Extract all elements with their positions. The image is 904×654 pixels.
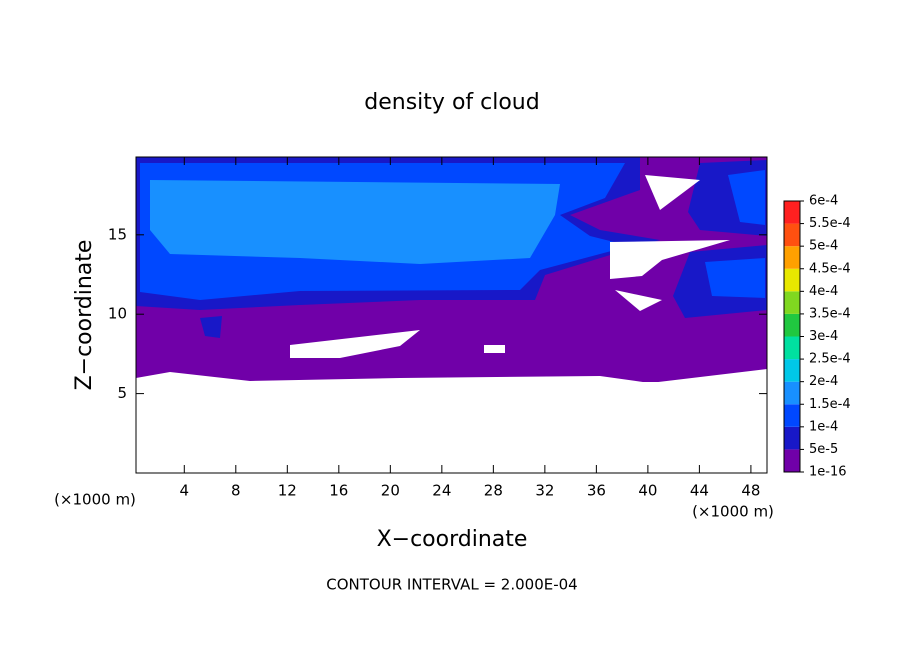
no-data-region [610, 240, 730, 279]
colorbar-label: 5.5e-4 [809, 216, 851, 231]
colorbar-label: 2.5e-4 [809, 352, 851, 367]
colorbar-band [784, 359, 800, 382]
x-tick-label: 16 [329, 482, 348, 500]
x-tick-label: 20 [381, 482, 400, 500]
no-data-region [136, 369, 767, 473]
colorbar-label: 6e-4 [809, 194, 838, 209]
colorbar-band [784, 426, 800, 450]
x-tick-label: 12 [278, 482, 297, 500]
chart-title: density of cloud [364, 90, 539, 115]
x-tick-label: 36 [587, 482, 606, 500]
plot-frame [135, 156, 768, 474]
y-axis-label: Z−coordinate [72, 240, 97, 391]
contour-region [728, 170, 765, 225]
x-tick-label: 40 [638, 482, 657, 500]
x-unit-label: (×1000 m) [692, 503, 774, 521]
colorbar-band [784, 381, 800, 405]
colorbar-label: 4.5e-4 [809, 261, 851, 276]
colorbar-label: 3.5e-4 [809, 306, 851, 321]
annotation: CONTOUR INTERVAL = 2.000E-04 [326, 576, 577, 594]
colorbar-band [784, 449, 800, 472]
colorbar-label: 5e-4 [809, 239, 838, 254]
contour-region [150, 180, 560, 264]
y-tick-label: 5 [117, 384, 127, 402]
x-tick-label: 48 [741, 482, 760, 500]
colorbar-label: 2e-4 [809, 374, 838, 389]
colorbar-band [784, 268, 800, 292]
x-tick-label: 24 [432, 482, 451, 500]
colorbar-band [784, 313, 800, 337]
colorbar-label: 1e-16 [809, 465, 847, 480]
no-data-region [290, 330, 420, 358]
contour-region [705, 258, 765, 298]
no-data-region [484, 345, 505, 353]
x-tick-label: 4 [180, 482, 190, 500]
colorbar-band [784, 201, 800, 224]
contour-field [136, 157, 767, 473]
colorbar-label: 5e-5 [809, 442, 838, 457]
colorbar-band [784, 246, 800, 269]
colorbar-band [784, 336, 800, 360]
no-data-region [645, 175, 700, 210]
contour-region [200, 316, 222, 338]
colorbar-label: 1.5e-4 [809, 397, 851, 412]
x-unit-label: (×1000 m) [54, 491, 136, 509]
x-tick-label: 8 [231, 482, 241, 500]
colorbar-label: 3e-4 [809, 329, 838, 344]
x-tick-label: 32 [535, 482, 554, 500]
x-tick-label: 44 [690, 482, 709, 500]
no-data-region [615, 290, 662, 311]
colorbar-band [784, 404, 800, 427]
colorbar-label: 4e-4 [809, 284, 838, 299]
y-tick-label: 15 [108, 225, 127, 243]
x-tick-label: 28 [484, 482, 503, 500]
x-axis-label: X−coordinate [377, 527, 528, 552]
colorbar-label: 1e-4 [809, 419, 838, 434]
y-tick-label: 10 [108, 305, 127, 323]
colorbar-band [784, 291, 800, 314]
colorbar-band [784, 223, 800, 247]
